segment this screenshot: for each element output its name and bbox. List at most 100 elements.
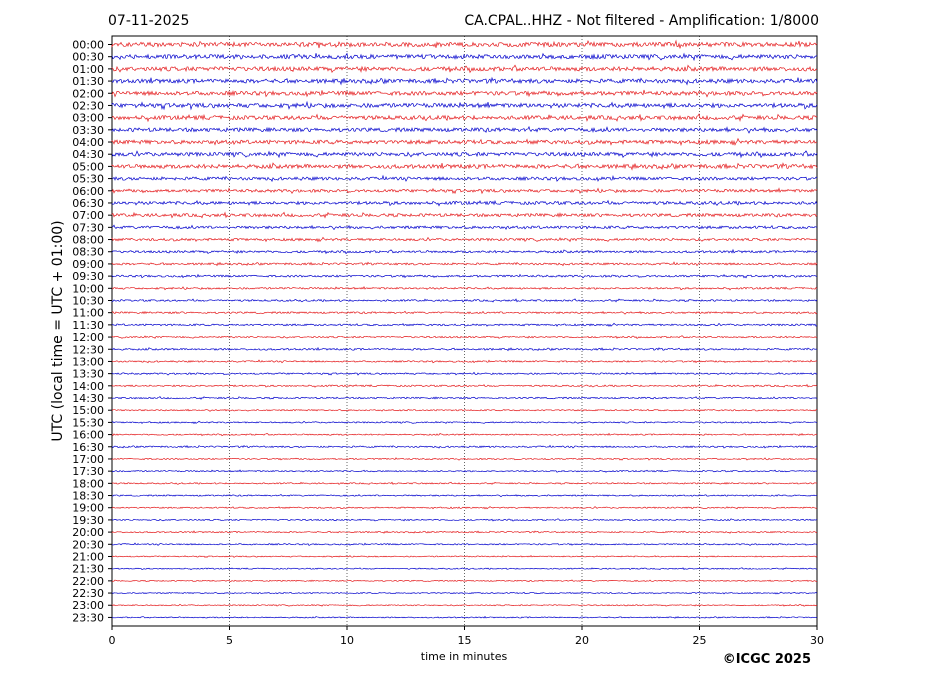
row-time-labels: 00:0000:3001:0001:3002:0002:3003:0003:30… <box>72 39 112 624</box>
trace-row-23 <box>111 322 818 328</box>
row-label-28: 14:00 <box>72 380 104 393</box>
x-tick-label-4: 20 <box>575 634 589 647</box>
trace-row-40 <box>111 530 818 534</box>
trace-row-11 <box>111 174 818 183</box>
row-label-27: 13:30 <box>72 368 104 381</box>
row-label-29: 14:30 <box>72 392 104 405</box>
trace-row-13 <box>111 199 818 207</box>
x-tick-label-5: 25 <box>693 634 707 647</box>
row-label-30: 15:00 <box>72 404 104 417</box>
trace-row-26 <box>111 359 818 364</box>
row-label-33: 16:30 <box>72 441 104 454</box>
row-label-40: 20:00 <box>72 526 104 539</box>
seismic-traces <box>111 39 818 619</box>
row-label-17: 08:30 <box>72 246 104 259</box>
row-label-1: 00:30 <box>72 51 104 64</box>
row-label-10: 05:00 <box>72 160 104 173</box>
x-tick-label-0: 0 <box>109 634 116 647</box>
trace-row-12 <box>111 187 818 195</box>
trace-row-47 <box>111 615 818 619</box>
row-label-47: 23:30 <box>72 611 104 624</box>
row-label-0: 00:00 <box>72 39 104 52</box>
row-label-38: 19:00 <box>72 502 104 515</box>
trace-row-45 <box>111 591 818 595</box>
trace-row-41 <box>111 542 818 546</box>
row-label-6: 03:00 <box>72 112 104 125</box>
row-label-9: 04:30 <box>72 148 104 161</box>
row-label-37: 18:30 <box>72 490 104 503</box>
row-label-39: 19:30 <box>72 514 104 527</box>
trace-row-19 <box>111 273 818 279</box>
x-tick-label-3: 15 <box>458 634 472 647</box>
trace-row-14 <box>111 211 818 219</box>
row-label-34: 17:00 <box>72 453 104 466</box>
x-axis-label: time in minutes <box>421 650 508 663</box>
trace-row-0 <box>111 39 818 49</box>
trace-row-10 <box>111 162 818 171</box>
row-label-16: 08:00 <box>72 234 104 247</box>
x-tick-label-6: 30 <box>810 634 824 647</box>
row-label-20: 10:00 <box>72 282 104 295</box>
row-label-26: 13:00 <box>72 355 104 368</box>
trace-row-29 <box>111 396 818 400</box>
trace-row-28 <box>111 383 818 388</box>
trace-row-3 <box>111 76 818 86</box>
row-label-8: 04:00 <box>72 136 104 149</box>
row-label-12: 06:00 <box>72 185 104 198</box>
trace-row-4 <box>111 89 818 98</box>
trace-row-35 <box>111 469 818 473</box>
trace-row-21 <box>111 298 818 303</box>
row-label-31: 15:30 <box>72 416 104 429</box>
trace-row-39 <box>111 518 818 522</box>
trace-row-20 <box>111 286 818 291</box>
copyright-label: ©ICGC 2025 <box>723 652 811 667</box>
trace-row-16 <box>111 236 818 243</box>
row-label-45: 22:30 <box>72 587 104 600</box>
row-label-14: 07:00 <box>72 209 104 222</box>
row-label-5: 02:30 <box>72 99 104 112</box>
chart-date: 07-11-2025 <box>108 13 189 29</box>
row-label-2: 01:00 <box>72 63 104 76</box>
row-label-7: 03:30 <box>72 124 104 137</box>
trace-row-30 <box>111 408 818 412</box>
trace-row-43 <box>111 567 818 571</box>
row-label-42: 21:00 <box>72 550 104 563</box>
trace-row-2 <box>111 64 818 74</box>
row-label-13: 06:30 <box>72 197 104 210</box>
row-label-43: 21:30 <box>72 563 104 576</box>
row-label-4: 02:00 <box>72 87 104 100</box>
row-label-21: 10:30 <box>72 294 104 307</box>
row-label-15: 07:30 <box>72 221 104 234</box>
trace-row-31 <box>111 420 818 425</box>
trace-row-1 <box>111 52 818 62</box>
row-label-36: 18:00 <box>72 477 104 490</box>
trace-row-7 <box>111 125 818 134</box>
row-label-22: 11:00 <box>72 307 104 320</box>
trace-row-22 <box>111 310 818 315</box>
row-label-3: 01:30 <box>72 75 104 88</box>
trace-row-8 <box>111 137 818 147</box>
trace-row-32 <box>111 432 818 437</box>
row-label-35: 17:30 <box>72 465 104 478</box>
trace-row-38 <box>111 506 818 510</box>
chart-title: CA.CPAL..HHZ - Not filtered - Amplificat… <box>464 13 819 29</box>
trace-row-42 <box>111 555 818 558</box>
trace-row-17 <box>111 248 818 255</box>
trace-row-46 <box>111 603 818 607</box>
row-label-24: 12:00 <box>72 331 104 344</box>
vertical-grid <box>229 36 700 626</box>
x-tick-label-1: 5 <box>226 634 233 647</box>
trace-row-6 <box>111 113 818 123</box>
trace-row-44 <box>111 579 818 583</box>
row-label-46: 23:00 <box>72 599 104 612</box>
trace-row-37 <box>111 493 818 498</box>
row-label-32: 16:00 <box>72 429 104 442</box>
y-axis-label: UTC (local time = UTC + 01:00) <box>50 220 66 441</box>
row-label-11: 05:30 <box>72 173 104 186</box>
row-label-25: 12:30 <box>72 343 104 356</box>
trace-row-27 <box>111 371 818 376</box>
trace-row-33 <box>111 444 818 449</box>
row-label-23: 11:30 <box>72 319 104 332</box>
trace-row-36 <box>111 481 818 485</box>
row-label-44: 22:00 <box>72 575 104 588</box>
